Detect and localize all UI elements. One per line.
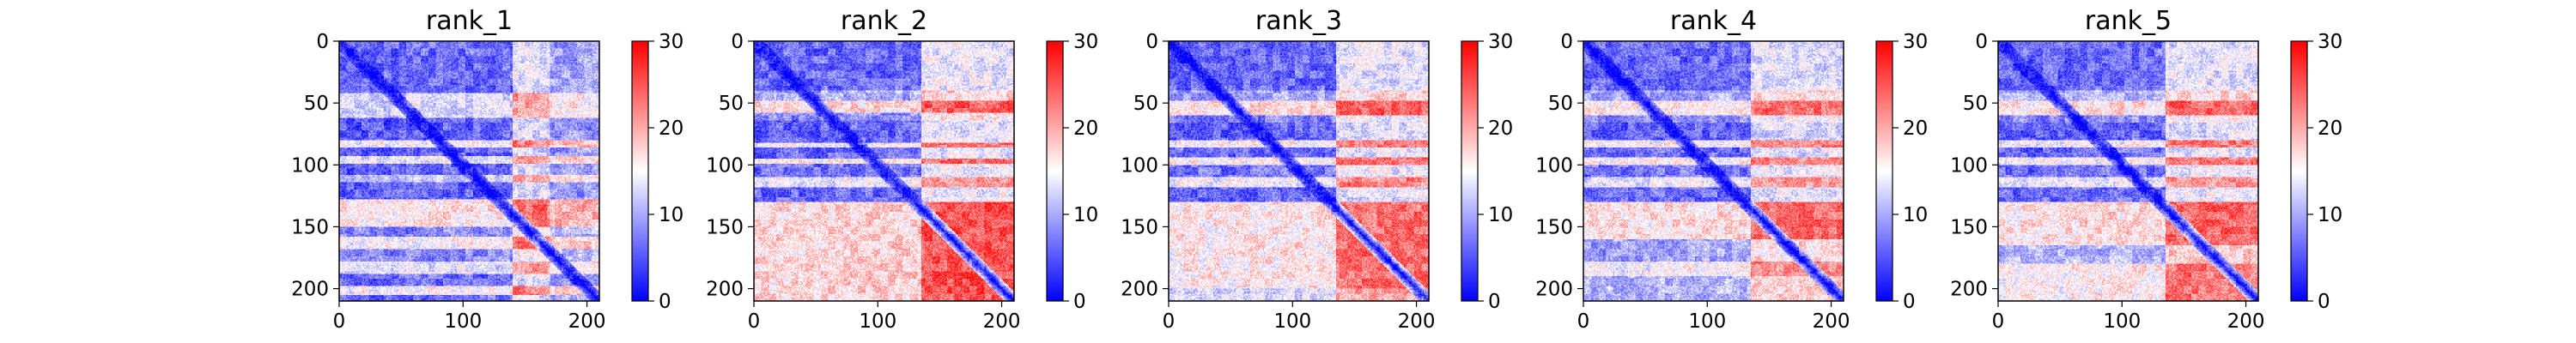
y-tick-label: 50 xyxy=(1548,93,1573,115)
y-tick-label: 0 xyxy=(1145,31,1158,53)
y-tick-label: 0 xyxy=(731,31,744,53)
colorbar-tick-label: 20 xyxy=(659,117,683,140)
x-tick-label: 200 xyxy=(2227,310,2265,333)
colorbar-tick-label: 30 xyxy=(1903,31,1928,53)
chart-title: rank_1 xyxy=(426,6,513,36)
colorbar xyxy=(1046,40,1064,302)
heatmap-image xyxy=(339,41,599,301)
chart-title: rank_5 xyxy=(2085,6,2172,36)
colorbar-tick-label: 20 xyxy=(1488,117,1513,140)
colorbar-tick-label: 20 xyxy=(2318,117,2342,140)
plot-frame xyxy=(338,40,600,302)
y-tick-label: 150 xyxy=(1121,216,1158,238)
heatmap-image xyxy=(754,41,1014,301)
plot-frame xyxy=(1583,40,1844,302)
colorbar-tick-label: 20 xyxy=(1903,117,1928,140)
x-tick-label: 100 xyxy=(2103,310,2141,333)
y-tick-label: 200 xyxy=(291,279,329,301)
colorbar-tick-label: 10 xyxy=(1903,204,1928,226)
colorbar-tick-label: 0 xyxy=(2318,291,2330,313)
y-tick-label: 0 xyxy=(1560,31,1573,53)
y-tick-label: 50 xyxy=(1963,93,1988,115)
heatmap-image xyxy=(1583,41,1844,301)
y-tick-label: 200 xyxy=(1121,279,1158,301)
x-tick-label: 200 xyxy=(983,310,1021,333)
y-tick-label: 100 xyxy=(1535,154,1573,177)
x-tick-label: 0 xyxy=(1992,310,2005,333)
chart-title: rank_3 xyxy=(1255,6,1342,36)
colorbar xyxy=(1461,40,1479,302)
plot-frame xyxy=(1997,40,2259,302)
colorbar-tick-label: 30 xyxy=(2318,31,2342,53)
colorbar-tick-label: 30 xyxy=(659,31,683,53)
x-tick-label: 200 xyxy=(1813,310,1850,333)
y-tick-label: 200 xyxy=(1535,279,1573,301)
y-tick-label: 100 xyxy=(1950,154,1988,177)
y-tick-label: 50 xyxy=(1133,93,1158,115)
colorbar-tick-label: 10 xyxy=(1488,204,1513,226)
x-tick-label: 0 xyxy=(748,310,761,333)
x-tick-label: 100 xyxy=(444,310,482,333)
y-tick-label: 150 xyxy=(291,216,329,238)
y-tick-label: 100 xyxy=(706,154,744,177)
x-tick-label: 100 xyxy=(1273,310,1311,333)
y-tick-label: 150 xyxy=(1535,216,1573,238)
heatmap-image xyxy=(1998,41,2258,301)
y-tick-label: 200 xyxy=(1950,279,1988,301)
colorbar-tick-label: 10 xyxy=(2318,204,2342,226)
colorbar-tick-label: 0 xyxy=(659,291,671,313)
colorbar xyxy=(631,40,649,302)
colorbar-tick-label: 10 xyxy=(659,204,683,226)
y-tick-label: 150 xyxy=(1950,216,1988,238)
y-tick-label: 50 xyxy=(719,93,744,115)
y-tick-label: 0 xyxy=(316,31,329,53)
colorbar-tick-label: 30 xyxy=(1488,31,1513,53)
heatmap-image xyxy=(1169,41,1429,301)
colorbar-tick-label: 0 xyxy=(1903,291,1916,313)
x-tick-label: 0 xyxy=(333,310,346,333)
colorbar-tick-label: 20 xyxy=(1073,117,1098,140)
x-tick-label: 0 xyxy=(1577,310,1590,333)
y-tick-label: 50 xyxy=(304,93,329,115)
colorbar xyxy=(1875,40,1893,302)
colorbar-tick-label: 10 xyxy=(1073,204,1098,226)
y-tick-label: 200 xyxy=(706,279,744,301)
x-tick-label: 100 xyxy=(859,310,896,333)
x-tick-label: 200 xyxy=(1398,310,1436,333)
x-tick-label: 100 xyxy=(1688,310,1726,333)
colorbar-tick-label: 30 xyxy=(1073,31,1098,53)
y-tick-label: 100 xyxy=(291,154,329,177)
y-tick-label: 0 xyxy=(1975,31,1988,53)
colorbar-tick-label: 0 xyxy=(1073,291,1086,313)
x-tick-label: 0 xyxy=(1163,310,1176,333)
colorbar-tick-label: 0 xyxy=(1488,291,1501,313)
y-tick-label: 150 xyxy=(706,216,744,238)
plot-frame xyxy=(1168,40,1430,302)
plot-frame xyxy=(753,40,1015,302)
colorbar xyxy=(2290,40,2308,302)
y-tick-label: 100 xyxy=(1121,154,1158,177)
chart-title: rank_4 xyxy=(1670,6,1757,36)
x-tick-label: 200 xyxy=(568,310,606,333)
chart-title: rank_2 xyxy=(841,6,927,36)
